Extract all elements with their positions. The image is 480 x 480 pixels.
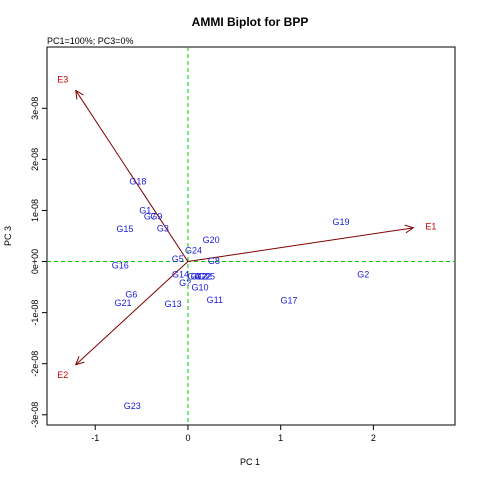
y-axis: -3e-08 -2e-08 -1e-08 0e+00 1e-08 2e-08 3e-08 [30,97,47,428]
x-tick-label: 2 [371,433,376,443]
genotype-label: G5 [172,254,184,264]
x-axis-label: PC 1 [240,457,260,467]
environment-arrows [74,89,415,366]
chart-title: AMMI Biplot for BPP [192,15,309,29]
y-tick-label: -1e-08 [30,300,40,326]
environment-label-e3: E3 [57,75,68,85]
reference-lines [47,47,455,425]
genotype-label: G6 [125,290,137,300]
environment-labels: E1 E2 E3 [57,75,436,380]
genotype-label: G24 [185,245,202,255]
plot-frame [46,46,456,426]
genotype-label: G13 [165,299,182,309]
genotype-label: G4 [188,271,200,281]
genotype-label: G17 [281,295,298,305]
environment-label-e1: E1 [425,221,436,231]
genotype-label: G15 [116,224,133,234]
genotype-label: G7 [144,212,156,222]
genotype-label: G12 [191,271,208,281]
genotype-label: G1 [139,205,151,215]
genotype-label: G14 [172,269,189,279]
y-tick-label: 0e+00 [30,249,40,274]
genotype-label: G23 [124,401,141,411]
environment-vector-e2 [75,261,189,366]
genotype-label: G3 [157,223,169,233]
arrowhead-e1 [404,224,415,234]
genotype-label: G9 [150,212,162,222]
y-tick-label: -3e-08 [30,402,40,428]
genotype-label: G19 [332,217,349,227]
y-tick-label: 1e-08 [30,199,40,222]
genotype-label: G8 [208,256,220,266]
genotype-label: G22 [194,271,211,281]
genotype-label: G21 [115,298,132,308]
genotype-label: G25 [198,271,215,281]
y-tick-label: -2e-08 [30,351,40,377]
x-tick-label: 1 [278,433,283,443]
y-axis-label: PC 3 [3,226,13,246]
genotype-label: G10 [191,283,208,293]
genotype-label: G16 [112,261,129,271]
genotype-label: G? [179,278,191,288]
environment-vector-e1 [187,227,414,263]
y-tick-label: 3e-08 [30,97,40,120]
x-tick-label: -1 [91,433,99,443]
x-tick-label: 0 [185,433,190,443]
genotype-label: G20 [203,235,220,245]
arrowhead-e3 [75,89,84,100]
y-tick-label: 2e-08 [30,148,40,171]
genotype-label: G11 [207,295,223,305]
genotype-label: G18 [129,176,146,186]
environment-label-e2: E2 [57,370,68,380]
environment-vector-e3 [75,90,189,262]
arrowhead-e2 [74,356,85,366]
x-axis: -1 0 1 2 [91,425,376,443]
chart-subtitle: PC1=100%; PC3=0% [47,36,134,46]
genotype-label: G2 [357,269,369,279]
